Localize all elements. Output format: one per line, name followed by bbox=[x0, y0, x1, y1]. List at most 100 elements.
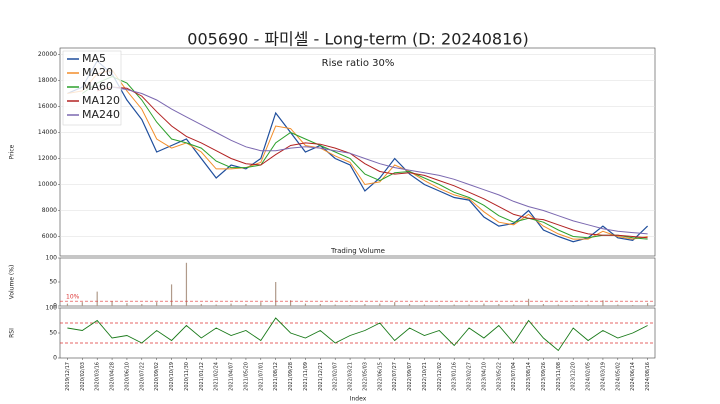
volume-bar bbox=[185, 262, 188, 306]
y-tick-label: 100 bbox=[46, 255, 58, 262]
x-tick-label: 2020/02/03 bbox=[80, 362, 86, 391]
volume-bar bbox=[245, 304, 247, 306]
volume-bar bbox=[408, 304, 411, 306]
volume-bar bbox=[423, 304, 426, 306]
x-tick-label: 2022/07/27 bbox=[392, 362, 398, 391]
x-tick-label: 2020/07/22 bbox=[139, 362, 145, 391]
x-tick-label: 2021/08/12 bbox=[273, 362, 279, 391]
volume-bar bbox=[230, 303, 232, 306]
x-tick-label: 2020/06/10 bbox=[124, 362, 130, 391]
volume-bar bbox=[81, 302, 83, 306]
x-tick-label: 2023/11/08 bbox=[556, 362, 562, 391]
x-tick-label: 2021/04/07 bbox=[229, 362, 235, 391]
x-tick-label: 2022/05/03 bbox=[362, 362, 368, 391]
y-tick-label: 16000 bbox=[38, 103, 57, 110]
x-tick-label: 2022/02/07 bbox=[333, 362, 339, 391]
volume-bar bbox=[646, 303, 649, 306]
y-axis-label: RSI bbox=[9, 328, 16, 338]
x-tick-label: 2021/02/24 bbox=[214, 362, 220, 391]
legend-label: MA240 bbox=[82, 108, 120, 121]
volume-bar bbox=[364, 304, 366, 306]
x-tick-label: 2023/02/27 bbox=[467, 362, 473, 391]
ma-line bbox=[67, 60, 649, 243]
x-axis-label: Index bbox=[350, 396, 367, 403]
legend-label: MA120 bbox=[82, 94, 120, 107]
x-tick-label: 2021/11/09 bbox=[303, 362, 309, 391]
x-tick-label: 2019/12/17 bbox=[65, 362, 71, 391]
volume-bar bbox=[200, 304, 202, 306]
x-tick-label: 2024/08/16 bbox=[645, 362, 651, 391]
volume-bar bbox=[349, 305, 351, 306]
ma-line bbox=[82, 76, 648, 240]
volume-bar bbox=[557, 304, 559, 306]
threshold-label: 10% bbox=[66, 294, 80, 301]
volume-bar bbox=[394, 302, 396, 306]
volume-bar bbox=[126, 303, 128, 306]
plot-frame bbox=[59, 47, 656, 257]
x-tick-label: 2021/01/12 bbox=[199, 362, 205, 391]
volume-bar bbox=[379, 303, 381, 306]
volume-bar bbox=[453, 304, 455, 306]
y-tick-label: 20000 bbox=[38, 51, 57, 58]
x-tick-label: 2020/09/02 bbox=[154, 362, 160, 391]
legend-box bbox=[62, 50, 122, 126]
y-tick-label: 50 bbox=[49, 330, 57, 337]
x-tick-label: 2023/08/14 bbox=[526, 362, 532, 391]
x-tick-label: 2024/02/05 bbox=[586, 362, 592, 391]
volume-bar bbox=[602, 300, 604, 306]
volume-bar bbox=[334, 304, 336, 306]
legend-label: MA5 bbox=[82, 52, 106, 65]
volume-bar bbox=[542, 304, 545, 306]
ma-line bbox=[112, 86, 648, 235]
volume-bar bbox=[66, 303, 69, 306]
x-tick-label: 2024/05/02 bbox=[615, 362, 621, 391]
x-tick-label: 2023/07/04 bbox=[511, 362, 517, 391]
volume-bar bbox=[170, 284, 173, 306]
x-tick-label: 2022/09/07 bbox=[407, 362, 413, 391]
x-tick-label: 2022/10/21 bbox=[422, 362, 428, 391]
volume-bar bbox=[260, 302, 262, 306]
volume-bar bbox=[498, 304, 500, 306]
volume-bar bbox=[513, 304, 515, 306]
volume-bar bbox=[96, 291, 98, 306]
volume-bar bbox=[483, 303, 485, 306]
x-tick-label: 2024/03/19 bbox=[600, 362, 606, 391]
x-tick-label: 2020/10/19 bbox=[169, 362, 175, 391]
x-tick-label: 2022/06/15 bbox=[377, 362, 383, 391]
x-tick-label: 2023/05/22 bbox=[496, 362, 502, 391]
ma-line bbox=[67, 69, 648, 240]
x-tick-label: 2022/12/02 bbox=[437, 362, 443, 391]
volume-bar bbox=[587, 304, 589, 306]
volume-bar bbox=[275, 282, 277, 306]
chart-title: 005690 - 파미셀 - Long-term (D: 20240816) bbox=[187, 30, 528, 49]
legend-label: MA60 bbox=[82, 80, 113, 93]
volume-bar bbox=[527, 298, 530, 306]
y-tick-label: 10000 bbox=[38, 181, 57, 188]
x-tick-label: 2021/12/21 bbox=[318, 362, 324, 391]
y-tick-label: 0 bbox=[53, 303, 57, 310]
y-tick-label: 50 bbox=[49, 279, 57, 286]
y-tick-label: 8000 bbox=[42, 207, 57, 214]
x-tick-label: 2023/04/10 bbox=[481, 362, 487, 391]
legend-label: MA20 bbox=[82, 66, 113, 79]
x-tick-label: 2021/05/20 bbox=[243, 362, 249, 391]
volume-bar bbox=[438, 305, 440, 306]
volume-bar bbox=[304, 303, 307, 306]
ma-line bbox=[97, 86, 648, 239]
subplot-title: Trading Volume bbox=[330, 247, 385, 255]
y-tick-label: 18000 bbox=[38, 77, 57, 84]
x-tick-label: 2021/09/28 bbox=[288, 362, 294, 391]
y-tick-label: 12000 bbox=[38, 155, 57, 162]
volume-bar bbox=[289, 300, 292, 306]
x-tick-label: 2020/03/16 bbox=[95, 362, 101, 391]
x-tick-label: 2023/09/26 bbox=[541, 362, 547, 391]
plot-frame bbox=[59, 257, 656, 307]
x-tick-label: 2024/06/14 bbox=[630, 362, 636, 391]
y-tick-label: 6000 bbox=[42, 233, 57, 240]
volume-bar bbox=[156, 302, 158, 306]
volume-bar bbox=[141, 304, 143, 306]
x-tick-label: 2020/11/30 bbox=[184, 362, 190, 391]
x-tick-label: 2020/04/28 bbox=[110, 362, 116, 391]
volume-bar bbox=[617, 304, 619, 306]
